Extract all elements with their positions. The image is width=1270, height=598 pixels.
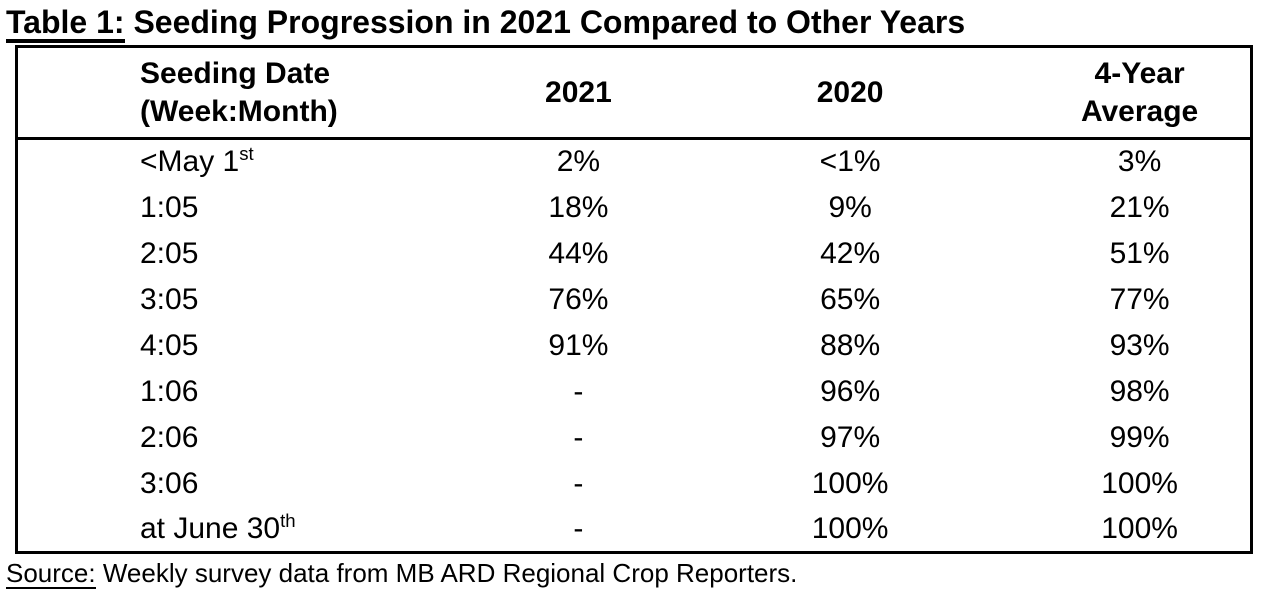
cell-seeding-date: 3:06 — [17, 461, 486, 507]
table-row: at June 30th - 100% 100% — [17, 507, 1252, 553]
source-label: Source: — [6, 558, 96, 589]
cell-seeding-date: 1:05 — [17, 185, 486, 231]
column-header-line: (Week:Month) — [140, 94, 338, 128]
cell-year-2021: 2% — [556, 145, 601, 179]
column-header-line: Average — [1080, 94, 1199, 128]
cell-year-2020: <1% — [819, 145, 881, 179]
cell-year-2021: - — [573, 511, 584, 545]
seeding-date-text: <May 1 — [140, 145, 240, 179]
cell-year-2021: 44% — [548, 236, 609, 270]
table-row: 2:06 - 97% 99% — [17, 415, 1252, 461]
cell-year-2021: 18% — [548, 190, 609, 224]
cell-year-2020: 65% — [820, 282, 881, 316]
source-note: Source: Weekly survey data from MB ARD R… — [6, 558, 1270, 589]
cell-seeding-date: 1:06 — [17, 369, 486, 415]
cell-year-2021: - — [573, 420, 584, 454]
cell-year-2020: 42% — [820, 236, 881, 270]
seeding-date-text: 1:06 — [140, 374, 199, 408]
seeding-date-text: 1:05 — [140, 190, 199, 224]
column-header-line: 4-Year — [1094, 56, 1185, 90]
cell-year-2021: - — [573, 466, 584, 500]
cell-four-year-average: 100% — [1101, 511, 1178, 545]
cell-four-year-average: 98% — [1109, 374, 1170, 408]
ordinal-superscript: st — [239, 143, 254, 165]
document-page: Table 1: Seeding Progression in 2021 Com… — [0, 4, 1270, 598]
cell-year-2020: 100% — [811, 511, 889, 545]
seeding-date-text: 4:05 — [140, 328, 199, 362]
table-body: <May 1st 2% <1% 3% 1:05 18% 9% 21% 2:05 44% 42% 51%… — [17, 139, 1252, 553]
seeding-date-text: 3:06 — [140, 466, 199, 500]
seeding-date-text: 2:06 — [140, 420, 199, 454]
ordinal-superscript: th — [280, 509, 296, 531]
cell-seeding-date: 3:05 — [17, 277, 486, 323]
column-header-year-2020: 2020 — [671, 46, 1030, 140]
cell-year-2021: - — [573, 374, 584, 408]
table-title-label: Table 1: — [6, 5, 125, 43]
cell-four-year-average: 100% — [1101, 466, 1178, 500]
cell-year-2021: 76% — [548, 282, 609, 316]
cell-seeding-date: <May 1st — [17, 139, 486, 185]
cell-year-2020: 88% — [820, 328, 881, 362]
table-title-text: Seeding Progression in 2021 Compared to … — [124, 4, 966, 40]
cell-year-2020: 100% — [811, 466, 889, 500]
cell-four-year-average: 99% — [1109, 420, 1170, 454]
cell-year-2020: 9% — [828, 190, 872, 224]
table-row: 1:05 18% 9% 21% — [17, 185, 1252, 231]
cell-four-year-average: 21% — [1109, 190, 1170, 224]
cell-four-year-average: 77% — [1109, 282, 1170, 316]
table-header: Seeding Date (Week:Month) 2021 2020 4-Year Av… — [16, 46, 1252, 140]
source-text: Weekly survey data from MB ARD Regional … — [95, 558, 798, 588]
header-row: Seeding Date (Week:Month) 2021 2020 4-Year Av… — [16, 46, 1252, 140]
cell-seeding-date: 2:05 — [17, 231, 486, 277]
table-row: <May 1st 2% <1% 3% — [17, 139, 1252, 185]
cell-year-2020: 97% — [820, 420, 881, 454]
seeding-date-text: 2:05 — [140, 236, 199, 270]
seeding-date-text: at June 30 — [140, 511, 281, 545]
cell-year-2021: 91% — [548, 328, 609, 362]
table-row: 3:05 76% 65% 77% — [17, 277, 1252, 323]
table-row: 3:06 - 100% 100% — [17, 461, 1252, 507]
column-header-year-2021: 2021 — [485, 46, 672, 140]
table-title: Table 1: Seeding Progression in 2021 Com… — [6, 4, 1270, 43]
column-header-line: Seeding Date — [140, 56, 331, 90]
cell-four-year-average: 3% — [1117, 145, 1162, 179]
table-row: 2:05 44% 42% 51% — [17, 231, 1252, 277]
cell-seeding-date: 2:06 — [17, 415, 486, 461]
cell-seeding-date: at June 30th — [17, 507, 486, 553]
seeding-date-text: 3:05 — [140, 282, 199, 316]
column-header-four-year-average: 4-Year Average — [1029, 46, 1252, 140]
cell-year-2020: 96% — [820, 374, 881, 408]
table-row: 4:05 91% 88% 93% — [17, 323, 1252, 369]
column-header-line: 2020 — [816, 75, 884, 109]
column-header-line: 2021 — [545, 75, 612, 109]
cell-four-year-average: 93% — [1109, 328, 1170, 362]
seeding-progression-table: Seeding Date (Week:Month) 2021 2020 4-Year Av… — [15, 45, 1253, 554]
cell-four-year-average: 51% — [1109, 236, 1170, 270]
column-header-seeding-date: Seeding Date (Week:Month) — [16, 46, 486, 140]
table-row: 1:06 - 96% 98% — [17, 369, 1252, 415]
cell-seeding-date: 4:05 — [17, 323, 486, 369]
